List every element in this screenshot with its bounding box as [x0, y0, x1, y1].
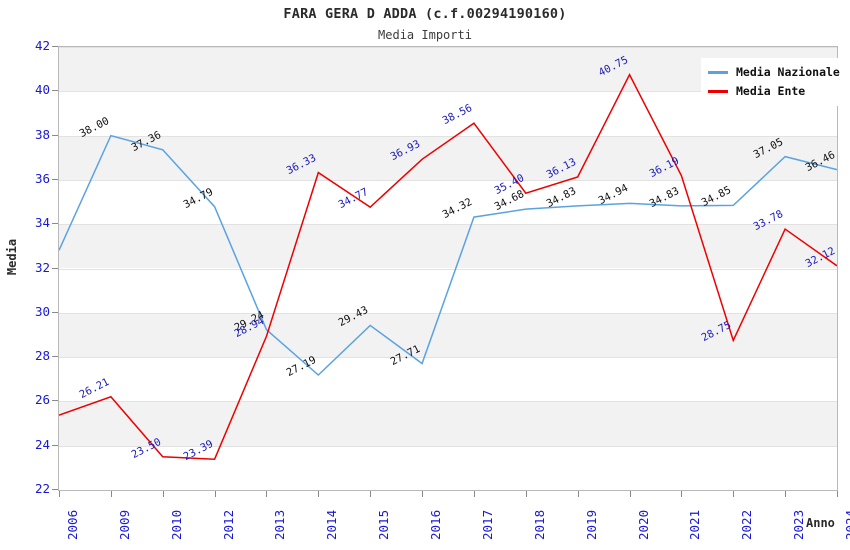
y-tick-label: 34: [34, 215, 50, 231]
x-tick-mark: [785, 491, 787, 497]
y-tick-mark: [52, 223, 58, 225]
y-tick-label: 32: [34, 259, 50, 275]
y-tick-label: 40: [34, 82, 50, 98]
legend-swatch-media-ente: [708, 90, 728, 93]
x-tick-label: 2024: [843, 509, 850, 540]
x-tick-label: 2006: [65, 509, 80, 540]
series-lines: [59, 73, 837, 460]
gridline: [59, 357, 837, 358]
x-tick-mark: [629, 491, 631, 497]
y-tick-mark: [52, 267, 58, 269]
chart-subtitle: Media Importi: [378, 28, 472, 42]
x-tick-mark: [370, 491, 372, 497]
y-tick-label: 42: [34, 38, 50, 53]
x-tick-mark: [266, 491, 268, 497]
x-tick-label: 2015: [376, 509, 392, 540]
y-tick-label: 38: [34, 126, 50, 142]
y-axis-title: Media: [5, 238, 19, 276]
x-tick-mark: [473, 491, 475, 497]
y-tick-label: 26: [34, 392, 50, 408]
x-tick-label: 2012: [220, 509, 236, 540]
x-tick-label: 2016: [428, 509, 444, 540]
x-tick-mark: [214, 491, 216, 497]
gridline: [59, 401, 837, 402]
x-tick-label: 2009: [116, 509, 132, 540]
y-tick-mark: [52, 489, 58, 490]
gridline: [59, 446, 837, 447]
legend-item-media-nazionale[interactable]: Media Nazionale: [708, 63, 840, 82]
x-tick-mark: [110, 491, 112, 497]
y-tick-label: 30: [34, 303, 50, 319]
chart-title: FARA GERA D ADDA (c.f.00294190160): [283, 6, 567, 22]
y-tick-label: 24: [34, 436, 50, 452]
y-tick-mark: [52, 356, 58, 358]
gridline: [59, 91, 837, 92]
x-axis-title: Anno: [806, 516, 835, 530]
y-tick-mark: [52, 444, 58, 446]
plot-band: [59, 224, 837, 269]
x-tick-label: 2021: [687, 509, 703, 540]
y-tick-mark: [52, 400, 58, 402]
legend-item-media-ente[interactable]: Media Ente: [708, 82, 840, 101]
gridline: [59, 136, 837, 137]
y-tick-label: 22: [34, 481, 50, 496]
y-tick-mark: [52, 311, 58, 313]
series-line: [59, 73, 837, 460]
y-tick-label: 36: [34, 170, 50, 186]
x-tick-mark: [837, 491, 838, 497]
x-tick-mark: [318, 491, 320, 497]
x-tick-label: 2017: [479, 509, 495, 540]
gridline: [59, 269, 837, 270]
x-tick-mark: [525, 491, 527, 497]
gridline: [59, 490, 837, 491]
x-tick-mark: [162, 491, 164, 497]
gridline: [59, 47, 837, 48]
x-tick-label: 2014: [324, 509, 340, 540]
series-line: [59, 134, 837, 377]
legend-swatch-media-nazionale: [708, 71, 728, 74]
y-tick-label: 28: [34, 348, 50, 364]
gridline: [59, 180, 837, 181]
plot-area: 32.8238.0037.3634.7929.2427.1929.4327.71…: [58, 46, 838, 491]
legend-label-media-ente: Media Ente: [736, 84, 806, 98]
plot-band: [59, 401, 837, 446]
x-tick-label: 2020: [635, 509, 651, 540]
x-tick-label: 2010: [168, 509, 184, 540]
x-tick-label: 2013: [272, 509, 288, 540]
x-tick-mark: [59, 491, 60, 497]
plot-band: [59, 135, 837, 180]
x-tick-mark: [422, 491, 424, 497]
x-tick-label: 2023: [791, 509, 807, 540]
y-tick-mark: [52, 134, 58, 136]
x-tick-label: 2022: [739, 509, 755, 540]
x-tick-mark: [733, 491, 735, 497]
y-tick-mark: [52, 90, 58, 92]
y-tick-mark: [52, 46, 58, 47]
y-tick-mark: [52, 178, 58, 180]
x-tick-label: 2019: [583, 509, 599, 540]
x-tick-label: 2018: [531, 509, 547, 540]
chart-legend: Media Nazionale Media Ente: [701, 58, 849, 106]
plot-band: [59, 312, 837, 358]
gridline: [59, 224, 837, 225]
legend-label-media-nazionale: Media Nazionale: [736, 65, 840, 79]
x-tick-mark: [681, 491, 683, 497]
gridline: [59, 313, 837, 314]
x-tick-mark: [577, 491, 579, 497]
